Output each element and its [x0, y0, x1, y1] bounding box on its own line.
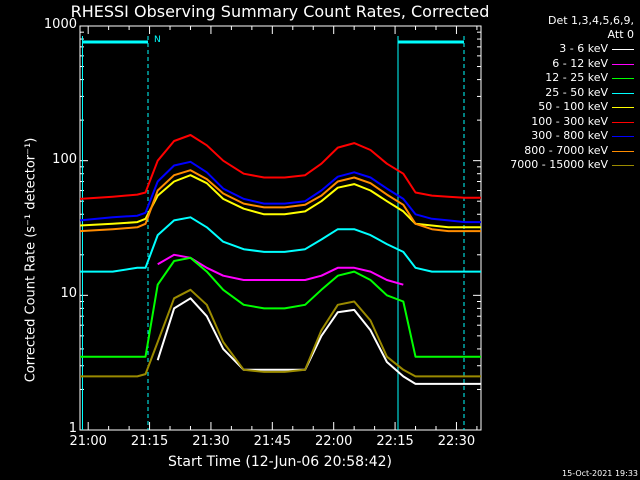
legend-swatch: [612, 63, 634, 65]
legend-item: 3 - 6 keV: [480, 42, 640, 56]
legend-label: 300 - 800 keV: [531, 129, 608, 142]
legend-item: 50 - 100 keV: [480, 100, 640, 114]
series-line-1: [157, 253, 404, 286]
series-line-0: [156, 297, 481, 385]
legend-swatch: [612, 150, 634, 152]
x-tick-label: 21:00: [69, 434, 107, 449]
legend-item: 300 - 800 keV: [480, 129, 640, 143]
series-line-6: [79, 160, 481, 224]
axis-ticks: [80, 25, 481, 431]
legend-attenuator: Att 0: [607, 28, 634, 41]
x-tick-label: 21:45: [253, 434, 292, 449]
legend-label: 7000 - 15000 keV: [510, 158, 608, 171]
series-line-5: [79, 134, 481, 200]
legend-item: 25 - 50 keV: [480, 86, 640, 100]
legend-swatch: [612, 165, 634, 166]
legend-swatch: [612, 136, 634, 137]
legend-item: 12 - 25 keV: [480, 71, 640, 85]
legend-item: 6 - 12 keV: [480, 57, 640, 71]
series-line-8: [80, 288, 481, 378]
legend-label: 6 - 12 keV: [552, 56, 608, 70]
legend-item: 100 - 300 keV: [480, 115, 640, 129]
x-tick-label: 22:30: [437, 434, 476, 449]
x-tick-label: 21:15: [130, 434, 169, 449]
legend-swatch: [612, 78, 634, 79]
legend-header: Det 1,3,4,5,6,9, Att 0: [548, 14, 634, 42]
series-line-4: [79, 174, 481, 229]
legend-label: 800 - 7000 keV: [524, 143, 608, 157]
legend-swatch: [612, 49, 634, 50]
legend-item: 800 - 7000 keV: [480, 144, 640, 158]
series-layer: [79, 134, 481, 385]
annotations: [82, 36, 465, 430]
flag-label: N: [154, 35, 161, 45]
x-tick-label: 22:15: [376, 434, 414, 449]
series-line-2: [80, 256, 481, 358]
y-axis-label: Corrected Count Rate (s⁻¹ detector⁻¹): [23, 137, 39, 383]
y-tick-label: 1: [68, 421, 77, 436]
x-axis-label: Start Time (12-Jun-06 20:58:42): [168, 454, 392, 470]
x-tick-label: 22:00: [314, 434, 353, 449]
legend-label: 3 - 6 keV: [559, 42, 608, 55]
legend-swatch: [612, 92, 634, 94]
legend-swatch: [612, 121, 634, 123]
legend-swatch: [612, 107, 634, 108]
legend-label: 12 - 25 keV: [545, 71, 608, 84]
chart-title: RHESSI Observing Summary Count Rates, Co…: [70, 2, 490, 21]
series-line-3: [80, 216, 481, 273]
y-tick-label: 100: [52, 151, 77, 167]
legend-detectors: Det 1,3,4,5,6,9,: [547, 14, 634, 27]
series-line-7: [79, 169, 481, 233]
timestamp-footer: 15-Oct-2021 19:33: [562, 469, 638, 478]
y-tick-label: 10: [60, 286, 77, 302]
legend-label: 100 - 300 keV: [531, 114, 608, 128]
legend-item: 7000 - 15000 keV: [480, 158, 640, 172]
legend-label: 25 - 50 keV: [545, 85, 608, 99]
x-tick-label: 21:30: [192, 434, 230, 449]
legend-label: 50 - 100 keV: [538, 100, 608, 113]
y-tick-label: 1000: [43, 17, 77, 32]
